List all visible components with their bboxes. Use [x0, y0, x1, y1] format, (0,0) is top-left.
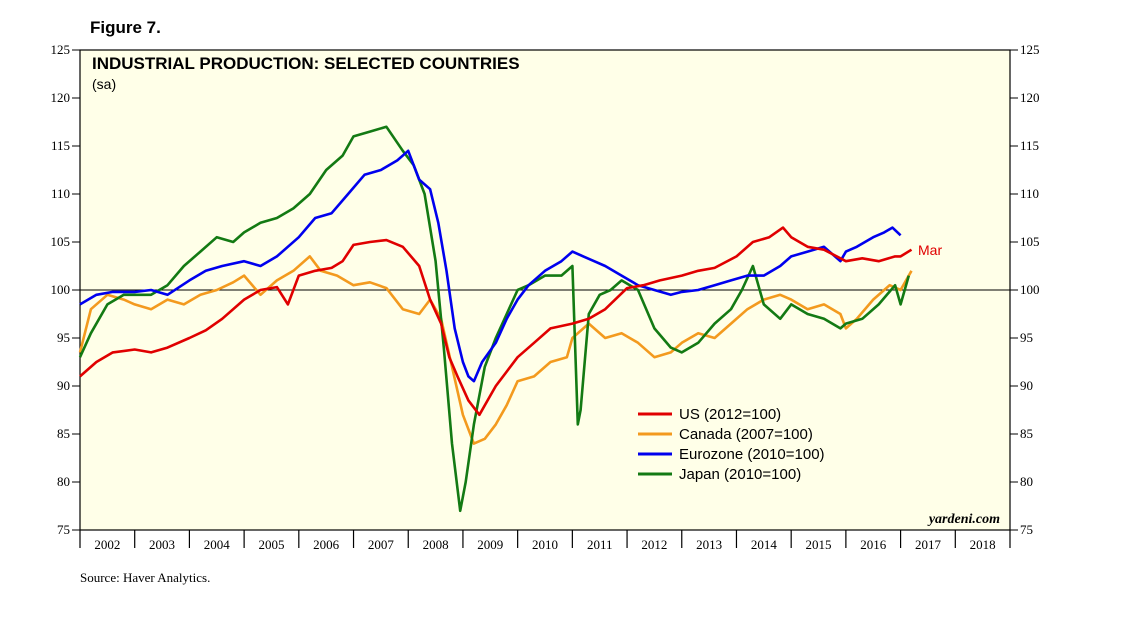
x-tick-label: 2004: [204, 537, 231, 552]
y-tick-label-right: 115: [1020, 138, 1039, 153]
x-tick-label: 2002: [94, 537, 120, 552]
y-tick-label-left: 120: [51, 90, 71, 105]
y-tick-label-left: 80: [57, 474, 70, 489]
y-tick-label-left: 115: [51, 138, 70, 153]
series-layer: [78, 125, 913, 513]
y-tick-label-right: 110: [1020, 186, 1039, 201]
legend-label: Eurozone (2010=100): [679, 446, 825, 463]
x-tick-label: 2009: [477, 537, 503, 552]
chart-title: INDUSTRIAL PRODUCTION: SELECTED COUNTRIE…: [92, 54, 520, 73]
y-tick-label-right: 75: [1020, 522, 1033, 537]
legend-label: Japan (2010=100): [679, 466, 801, 483]
x-tick-label: 2005: [258, 537, 284, 552]
x-tick-label: 2016: [860, 537, 887, 552]
y-tick-label-right: 85: [1020, 426, 1033, 441]
y-tick-label-left: 110: [51, 186, 70, 201]
y-axis-left: 75 80 85 90 95 100 105 110 115 120 125: [51, 42, 80, 537]
y-tick-label-right: 120: [1020, 90, 1040, 105]
y-tick-label-left: 100: [51, 282, 71, 297]
x-tick-label: 2013: [696, 537, 722, 552]
x-tick-label: 2011: [587, 537, 613, 552]
chart-subtitle: (sa): [92, 76, 116, 92]
legend-label: Canada (2007=100): [679, 426, 813, 443]
x-tick-label: 2014: [751, 537, 778, 552]
watermark: yardeni.com: [927, 512, 1000, 527]
y-tick-label-right: 125: [1020, 42, 1040, 57]
legend-label: US (2012=100): [679, 406, 781, 423]
x-tick-label: 2008: [423, 537, 449, 552]
series-line-2: [79, 149, 902, 383]
x-tick-label: 2003: [149, 537, 175, 552]
y-tick-label-left: 85: [57, 426, 70, 441]
y-tick-label-right: 100: [1020, 282, 1040, 297]
y-tick-label-right: 90: [1020, 378, 1033, 393]
source-note: Source: Haver Analytics.: [80, 570, 211, 585]
x-tick-label: 2010: [532, 537, 558, 552]
y-tick-label-left: 125: [51, 42, 71, 57]
end-label-mar: Mar: [918, 242, 942, 258]
series-line-1: [78, 255, 913, 445]
y-tick-label-left: 75: [57, 522, 70, 537]
y-tick-label-right: 95: [1020, 330, 1033, 345]
x-tick-label: 2018: [970, 537, 996, 552]
legend: US (2012=100) Canada (2007=100) Eurozone (…: [638, 406, 825, 483]
figure-label: Figure 7.: [90, 18, 161, 37]
y-axis-right: 75 80 85 90 95 100 105 110 115 120 125: [1010, 42, 1040, 537]
x-tick-label: 2012: [641, 537, 667, 552]
y-tick-label-right: 80: [1020, 474, 1033, 489]
y-tick-label-left: 90: [57, 378, 70, 393]
x-tick-label: 2017: [915, 537, 942, 552]
x-tick-label: 2007: [368, 537, 395, 552]
x-tick-label: 2015: [806, 537, 832, 552]
y-tick-label-right: 105: [1020, 234, 1040, 249]
series-line-0: [79, 226, 913, 417]
x-tick-label: 2006: [313, 537, 340, 552]
chart: 75 80 85 90 95 100 105 110 115 120 125 75 80 85 90 95 1…: [51, 42, 1040, 552]
y-tick-label-left: 95: [57, 330, 70, 345]
y-tick-label-left: 105: [51, 234, 71, 249]
series-line-3: [78, 125, 911, 513]
x-axis: 2002 2003 2004 2005 2006 2007 2008 2009 2010 2011…: [79, 530, 1011, 552]
